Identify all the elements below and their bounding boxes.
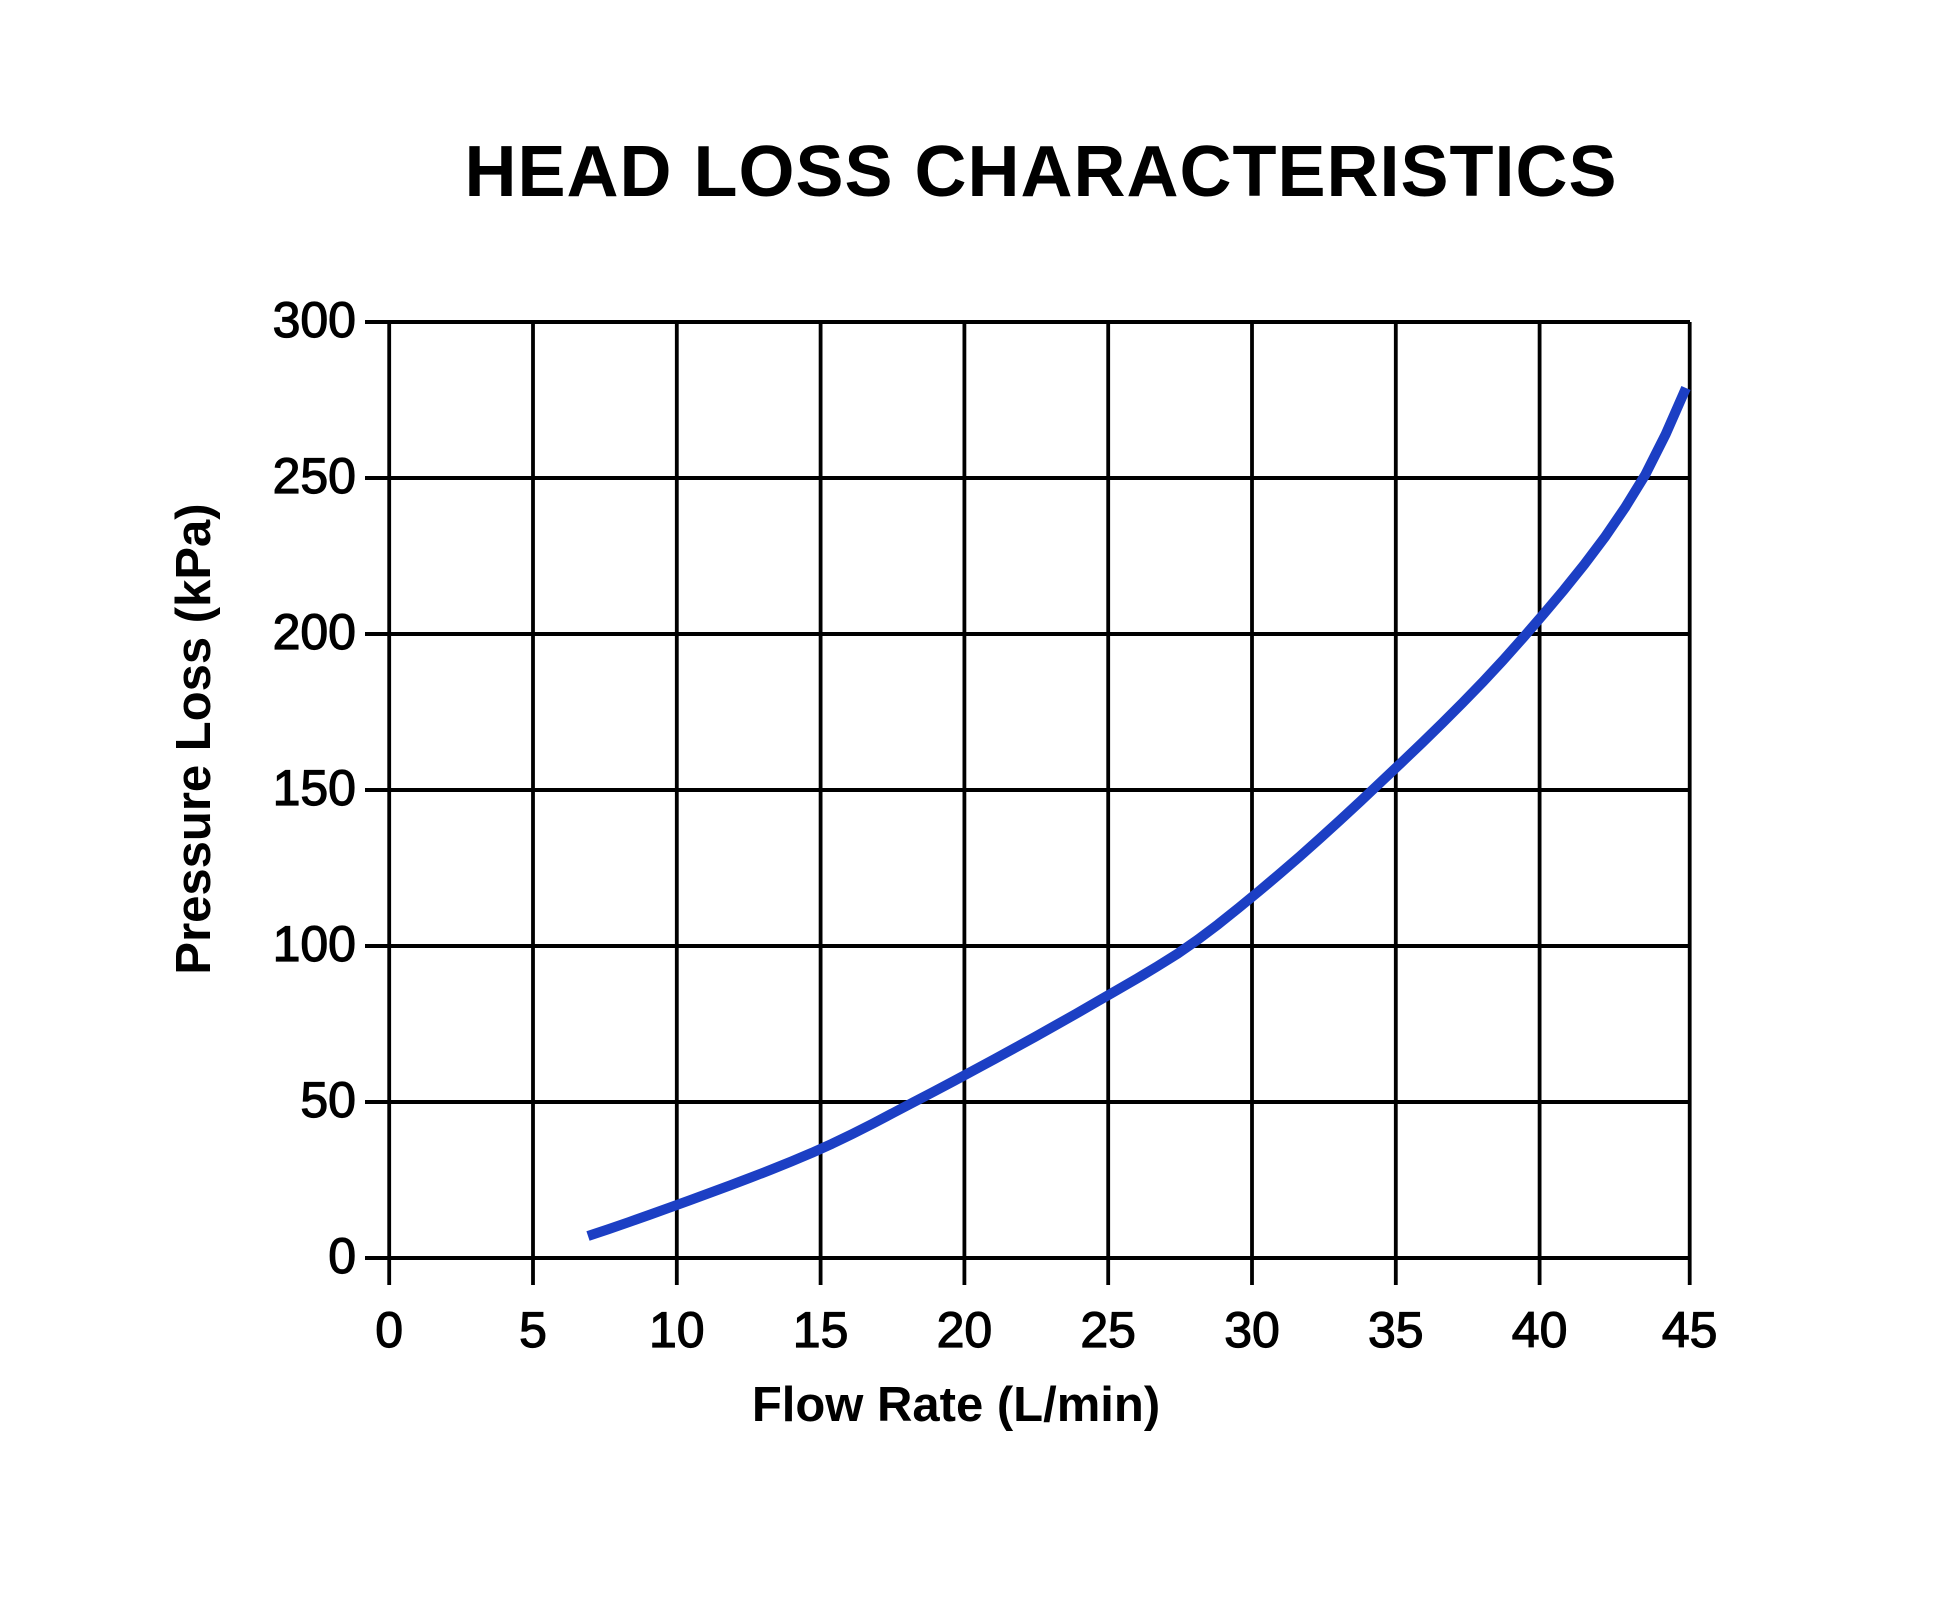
svg-text:300: 300 xyxy=(273,292,356,348)
svg-text:15: 15 xyxy=(793,1302,849,1358)
svg-text:25: 25 xyxy=(1080,1302,1136,1358)
svg-text:150: 150 xyxy=(273,760,356,816)
svg-text:200: 200 xyxy=(273,604,356,660)
svg-text:Pressure Loss (kPa): Pressure Loss (kPa) xyxy=(167,503,221,974)
svg-text:5: 5 xyxy=(519,1302,547,1358)
svg-text:0: 0 xyxy=(328,1228,356,1284)
svg-text:20: 20 xyxy=(937,1302,993,1358)
svg-text:100: 100 xyxy=(273,916,356,972)
svg-text:30: 30 xyxy=(1224,1302,1280,1358)
svg-text:35: 35 xyxy=(1368,1302,1424,1358)
svg-text:50: 50 xyxy=(300,1072,356,1128)
svg-text:Flow Rate (L/min): Flow Rate (L/min) xyxy=(752,1378,1160,1432)
svg-text:10: 10 xyxy=(649,1302,705,1358)
svg-text:HEAD LOSS CHARACTERISTICS: HEAD LOSS CHARACTERISTICS xyxy=(464,132,1617,212)
svg-text:250: 250 xyxy=(273,448,356,504)
svg-text:40: 40 xyxy=(1512,1302,1568,1358)
svg-text:45: 45 xyxy=(1662,1302,1718,1358)
svg-text:0: 0 xyxy=(375,1302,403,1358)
